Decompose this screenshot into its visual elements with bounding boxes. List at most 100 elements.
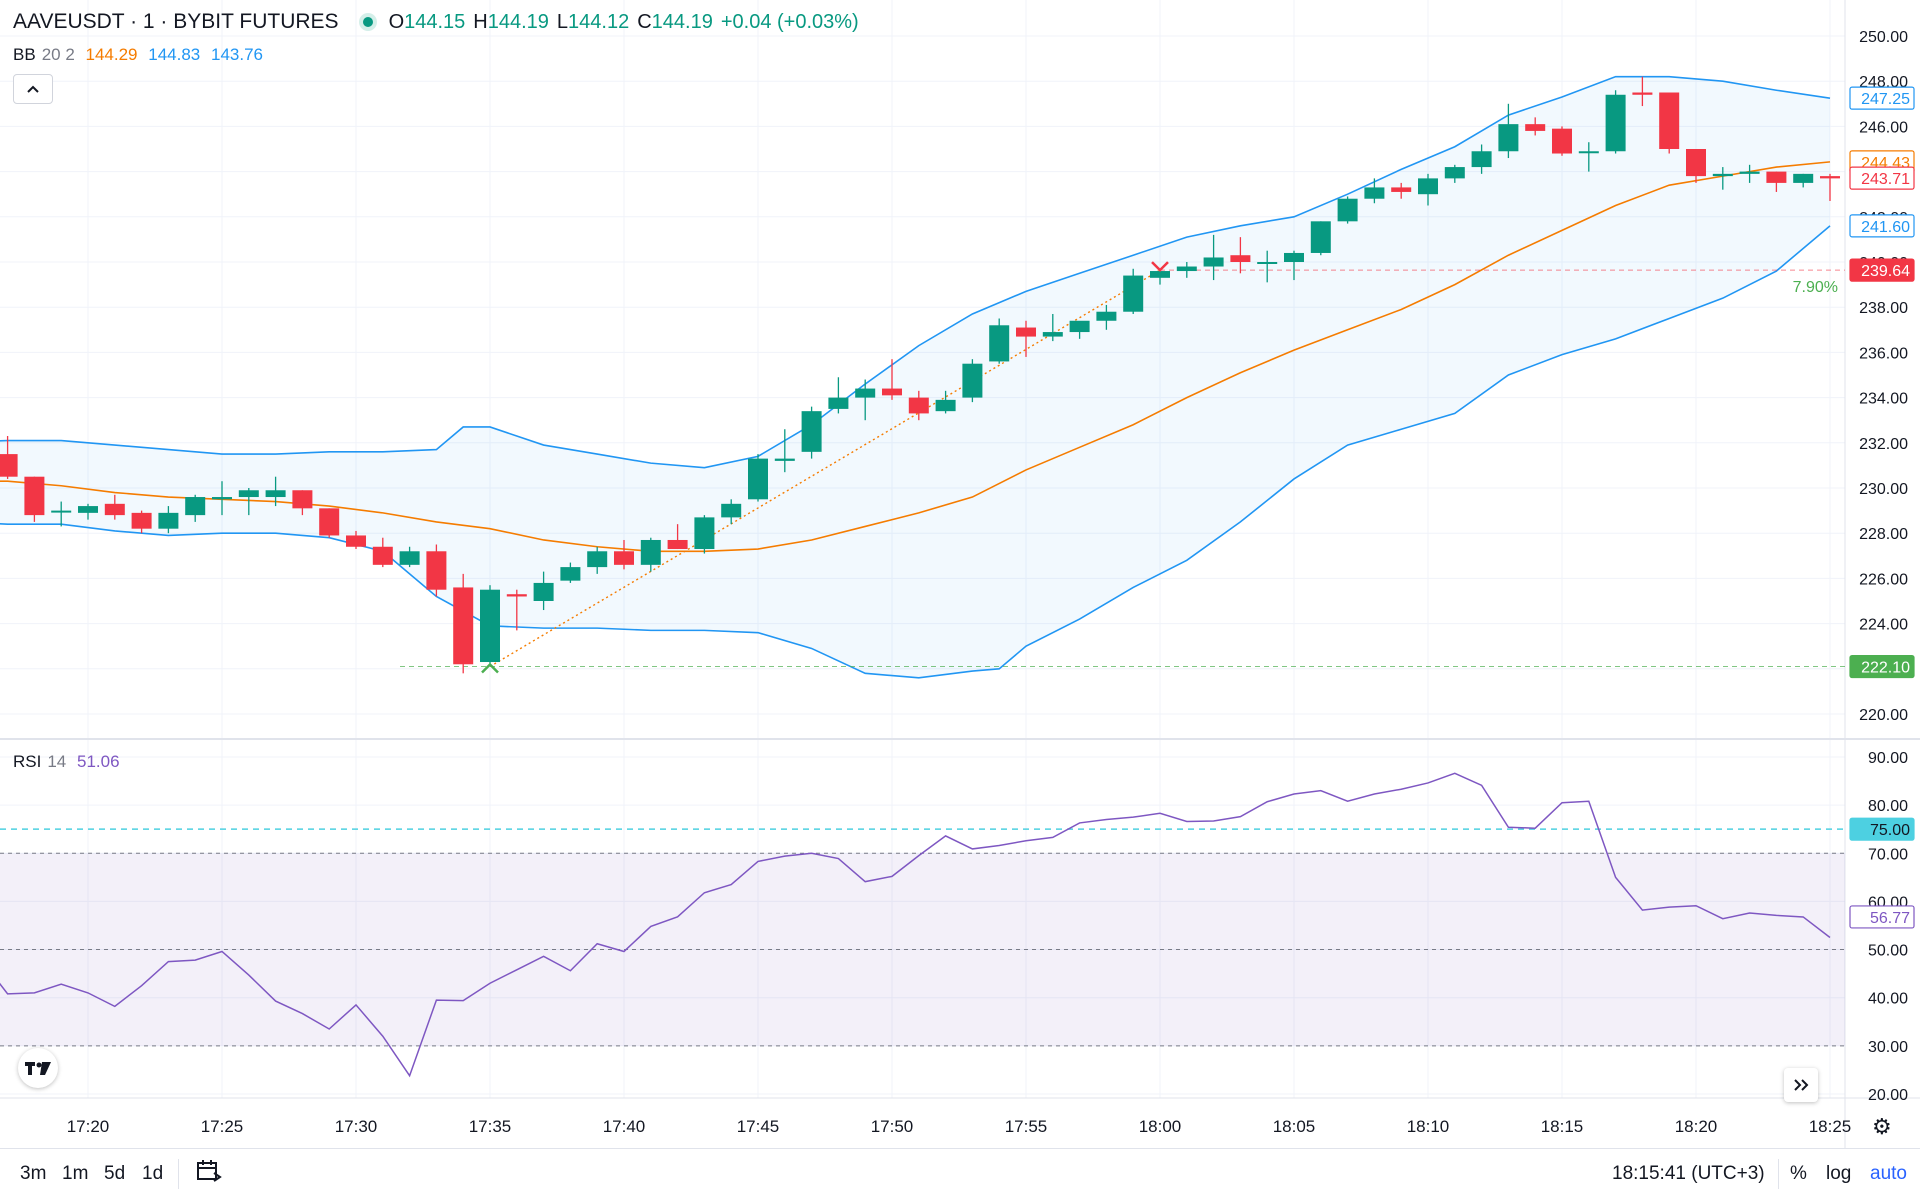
percent-scale-toggle[interactable]: % (1790, 1163, 1807, 1184)
candle (1364, 178, 1385, 204)
rsi-axis-tick: 90.00 (1868, 750, 1908, 767)
rsi-indicator-legend[interactable]: RSI 14 51.06 (13, 752, 126, 772)
candle-body (855, 388, 876, 398)
candle-body (1203, 257, 1224, 267)
candle (1659, 92, 1680, 154)
candle-body (640, 539, 661, 565)
price-label: 56.77 (1870, 910, 1910, 927)
candle-body (78, 506, 98, 513)
range-button-3m[interactable]: 3m (20, 1163, 47, 1184)
time-axis-tick: 18:20 (1675, 1117, 1718, 1136)
scroll-right-icon[interactable] (1784, 1068, 1818, 1102)
candle (1498, 103, 1519, 159)
candle (694, 515, 715, 554)
bb-basis-line (0, 161, 1831, 553)
toolbar-divider (1778, 1159, 1779, 1189)
tradingview-logo-icon[interactable] (18, 1048, 58, 1088)
candle-body (51, 510, 72, 513)
log-scale-toggle[interactable]: log (1826, 1163, 1852, 1184)
price-label-box (1849, 817, 1915, 841)
candle (51, 501, 72, 527)
candle (238, 488, 259, 516)
candle (587, 546, 608, 574)
bb-indicator-legend[interactable]: BB 20 2 144.29 144.83 143.76 (13, 45, 269, 65)
candle-body (426, 551, 447, 590)
price-axis-tick: 226.00 (1859, 571, 1908, 588)
price-axis-tick: 236.00 (1859, 345, 1908, 362)
low-marker-icon (481, 662, 499, 674)
range-button-1d[interactable]: 1d (142, 1163, 164, 1184)
candle-body (1150, 271, 1170, 278)
symbol-legend: AAVEUSDT · 1 · BYBIT FUTURES O 144.15 H 14… (13, 10, 859, 34)
candle (935, 390, 956, 414)
range-button-5d[interactable]: 5d (104, 1163, 126, 1184)
bb-lower-line (0, 225, 1831, 679)
candle (962, 359, 983, 403)
price-label: 239.64 (1861, 263, 1910, 280)
candle-body (935, 399, 956, 412)
bb-upper-value: 144.83 (148, 45, 201, 64)
candle (1310, 221, 1331, 256)
time-axis-tick: 17:30 (335, 1117, 378, 1136)
candle (533, 571, 554, 611)
rsi-axis-tick: 80.00 (1868, 798, 1908, 815)
candle (372, 537, 393, 568)
range-button-1m[interactable]: 1m (62, 1163, 89, 1184)
percent-change-annotation: 7.90% (1793, 279, 1838, 296)
low-label: L (556, 10, 569, 33)
candle (1525, 117, 1546, 136)
rsi-axis-tick: 70.00 (1868, 846, 1908, 863)
candle-body (1096, 311, 1117, 321)
candle-body (614, 551, 634, 565)
candle (882, 359, 902, 400)
candle-body (1552, 128, 1572, 154)
toolbar-divider (178, 1159, 179, 1189)
candle-body (1284, 252, 1304, 262)
candle (265, 476, 286, 507)
candle-body (1042, 332, 1063, 337)
candle-body (1123, 275, 1144, 312)
calendar-icon[interactable] (196, 1159, 222, 1189)
time-axis-tick: 18:15 (1541, 1117, 1584, 1136)
symbol-title[interactable]: AAVEUSDT · 1 · BYBIT FUTURES (13, 10, 339, 33)
candle (1337, 196, 1358, 224)
auto-scale-toggle[interactable]: auto (1870, 1163, 1907, 1184)
rsi-axis-tick: 40.00 (1868, 991, 1908, 1008)
candle (212, 481, 232, 516)
candle (1820, 173, 1840, 201)
candle-body (0, 454, 18, 477)
rsi-axis-tick: 50.00 (1868, 943, 1908, 960)
rsi-axis-tick: 20.00 (1868, 1087, 1908, 1104)
candle (828, 377, 849, 414)
bb-basis-value: 144.29 (85, 45, 138, 64)
chevron-up-icon (27, 85, 39, 93)
candle-body (587, 551, 608, 568)
timezone-clock[interactable]: 18:15:41 (UTC+3) (1612, 1163, 1765, 1184)
candle-body (1337, 198, 1358, 222)
candle (1203, 234, 1224, 281)
candle-body (1578, 151, 1599, 154)
candle (426, 544, 447, 597)
candle-body (1391, 187, 1412, 192)
gear-icon[interactable]: ⚙ (1872, 1114, 1892, 1139)
candle-body (774, 458, 795, 461)
candle (1176, 262, 1197, 278)
time-axis-tick: 18:05 (1273, 1117, 1316, 1136)
candle (24, 476, 45, 522)
candle-body (1793, 173, 1814, 183)
price-label: 75.00 (1870, 822, 1910, 839)
change-value: +0.04 (+0.03%) (720, 10, 859, 33)
candle (667, 524, 688, 550)
rsi-pane (0, 772, 1845, 1078)
rsi-axis-tick: 30.00 (1868, 1039, 1908, 1056)
bb-band-fill (0, 76, 1830, 678)
price-axis-tick: 220.00 (1859, 707, 1908, 724)
rsi-value: 51.06 (77, 752, 120, 771)
candle (346, 530, 366, 550)
candle (1605, 90, 1626, 154)
collapse-legend-button[interactable] (13, 74, 53, 104)
candle-body (185, 497, 206, 516)
price-label: 222.10 (1861, 660, 1910, 677)
candle-body (480, 589, 500, 663)
chart-canvas[interactable]: 7.90%220.00222.00224.00226.00228.00230.0… (0, 0, 1920, 1148)
